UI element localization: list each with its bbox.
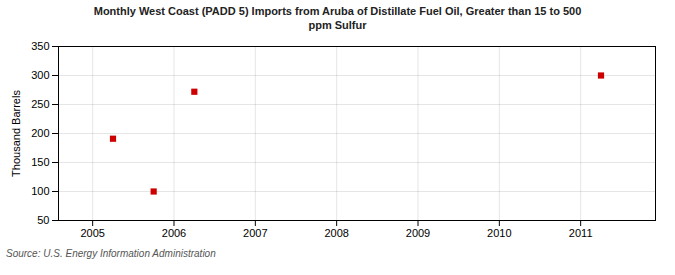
svg-text:2006: 2006 bbox=[162, 227, 186, 239]
html-text:Source: U.S. Energy Informatio: Source: U.S. Energy Information Administ… bbox=[6, 248, 216, 259]
svg-text:200: 200 bbox=[31, 127, 49, 139]
svg-text:2008: 2008 bbox=[324, 227, 348, 239]
svg-text:50: 50 bbox=[37, 214, 49, 226]
svg-text:350: 350 bbox=[31, 40, 49, 52]
svg-text:100: 100 bbox=[31, 185, 49, 197]
html-text:Monthly West Coast (PADD 5) Im: Monthly West Coast (PADD 5) Imports from… bbox=[93, 5, 582, 17]
svg-text:Thousand Barrels: Thousand Barrels bbox=[10, 90, 22, 177]
html-text:ppm Sulfur: ppm Sulfur bbox=[308, 19, 367, 31]
svg-text:2007: 2007 bbox=[243, 227, 267, 239]
svg-text:150: 150 bbox=[31, 156, 49, 168]
svg-text:2011: 2011 bbox=[569, 227, 593, 239]
svg-text:250: 250 bbox=[31, 98, 49, 110]
svg-text:2010: 2010 bbox=[487, 227, 511, 239]
svg-text:300: 300 bbox=[31, 69, 49, 81]
svg-text:2009: 2009 bbox=[406, 227, 430, 239]
svg-text:2005: 2005 bbox=[80, 227, 104, 239]
